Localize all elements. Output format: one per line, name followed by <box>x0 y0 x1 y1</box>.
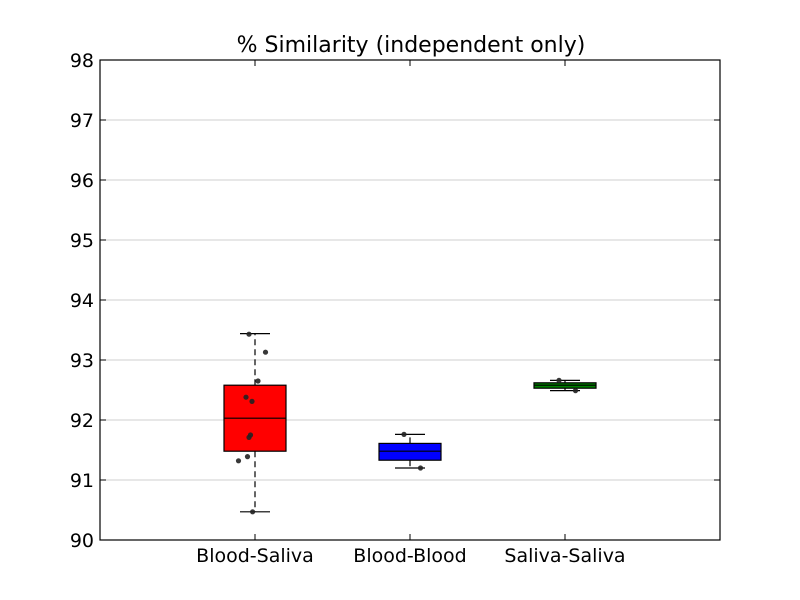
x-tick-label: Blood-Blood <box>353 545 466 567</box>
data-point <box>246 434 252 440</box>
data-point <box>235 458 242 464</box>
data-point <box>246 331 252 337</box>
data-point <box>401 431 407 437</box>
data-point <box>249 398 255 404</box>
box-Saliva-Saliva <box>533 379 597 392</box>
y-tick-label: 98 <box>70 50 94 72</box>
y-tick-label: 93 <box>70 350 94 372</box>
x-tick-label: Saliva-Saliva <box>504 545 625 567</box>
data-point <box>572 388 579 394</box>
data-point <box>244 454 251 460</box>
y-tick-label: 96 <box>70 170 94 192</box>
data-point <box>556 377 562 383</box>
data-point <box>417 465 424 471</box>
y-tick-label: 90 <box>70 530 94 552</box>
y-tick-label: 92 <box>70 410 94 432</box>
data-point <box>255 378 261 384</box>
data-point <box>262 349 269 355</box>
data-points <box>235 331 579 515</box>
axis-ticks: 90 91 92 93 94 95 96 97 98 Blood-Saliva Blood-Bloo… <box>70 50 720 567</box>
box-Blood-Blood <box>378 433 442 469</box>
chart-title: % Similarity (independent only) <box>237 33 586 58</box>
y-tick-label: 97 <box>70 110 94 132</box>
y-tick-label: 91 <box>70 470 94 492</box>
data-point <box>243 394 249 400</box>
y-tick-label: 94 <box>70 290 94 312</box>
y-tick-label: 95 <box>70 230 94 252</box>
data-point <box>250 509 256 515</box>
x-tick-label: Blood-Saliva <box>196 545 314 567</box>
boxes <box>223 333 597 513</box>
box-Blood-Saliva <box>223 333 287 513</box>
gridlines <box>100 119 720 481</box>
